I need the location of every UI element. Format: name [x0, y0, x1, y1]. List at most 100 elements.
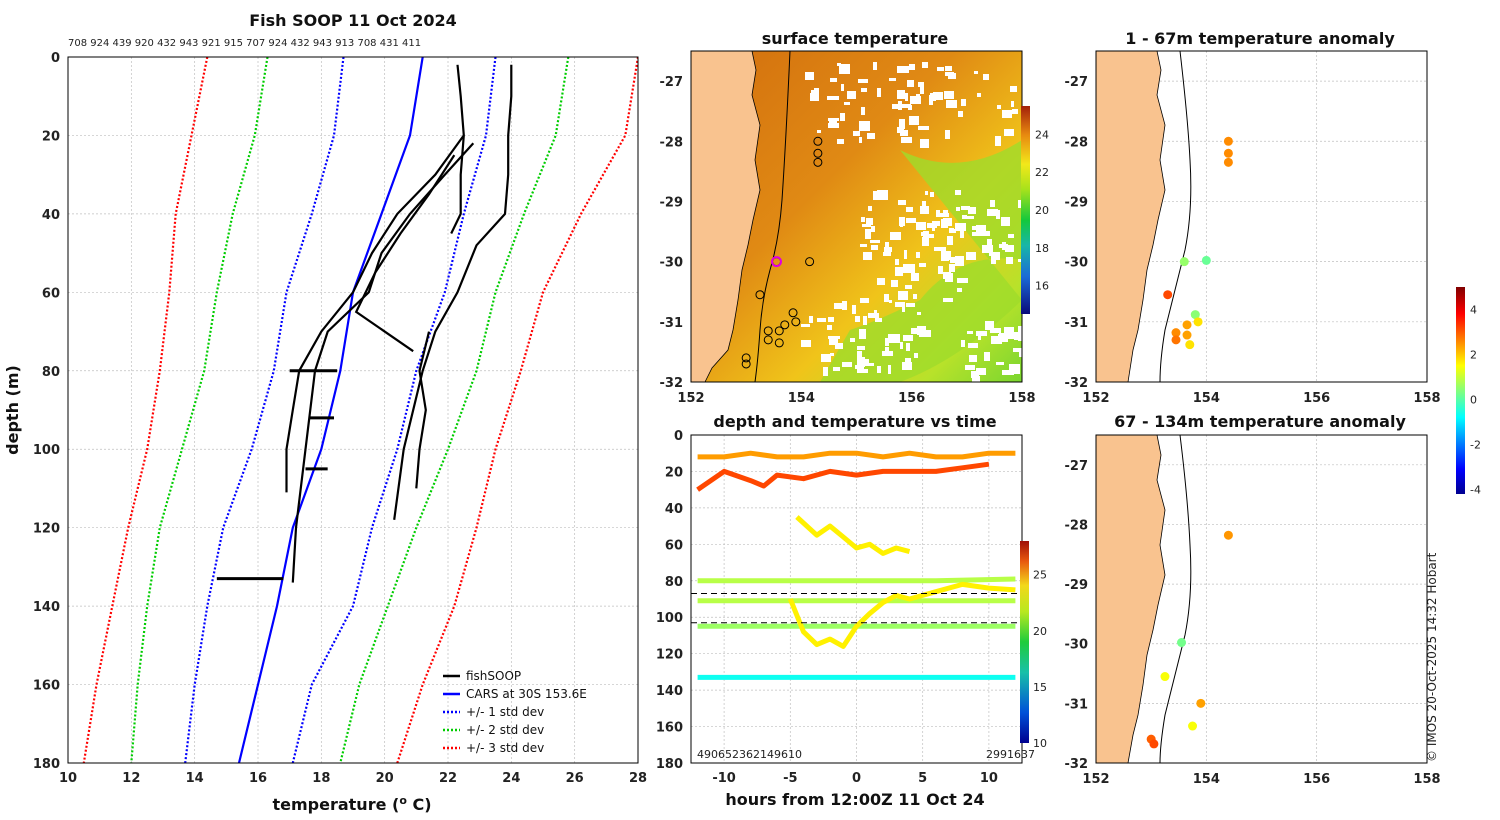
anomaly-upper-ytick-label: -31: [1065, 316, 1089, 331]
cloud-gap: [828, 336, 840, 339]
anomaly-upper-title: 1 - 67m temperature anomaly: [1125, 29, 1395, 48]
cloud-gap: [833, 367, 840, 371]
anomaly-upper-point: [1182, 320, 1192, 330]
cloud-gap: [945, 273, 953, 282]
sst-ticks: 152 154 156 158 -27 -28 -29 -30 -31 -32: [660, 75, 1036, 406]
anomaly-lower-ytick-label: -31: [1065, 697, 1089, 712]
cloud-gap: [884, 294, 889, 302]
cloud-gap: [907, 80, 914, 87]
cloud-gap: [891, 280, 898, 287]
cloud-gap: [925, 191, 928, 195]
anomaly-upper-point: [1223, 136, 1233, 146]
cloud-gap: [966, 216, 974, 219]
cloud-gap: [882, 351, 893, 356]
cloud-gap: [918, 82, 924, 87]
cloud-gap: [913, 294, 917, 299]
cloud-gap: [892, 104, 901, 109]
cloud-gap: [961, 99, 966, 106]
sst-cool-region: [820, 140, 1022, 382]
sst-xtick-label: 158: [1008, 391, 1035, 406]
anomaly-colorbar-label: -2: [1470, 439, 1481, 452]
cloud-gap: [938, 266, 943, 274]
cloud-gap: [920, 139, 929, 148]
sst-station-marker: [774, 326, 784, 336]
cloud-gap: [871, 226, 875, 232]
cloud-gap: [888, 334, 900, 343]
cloud-gap: [906, 343, 910, 351]
cloud-gap: [1010, 86, 1017, 92]
cloud-gap: [983, 74, 989, 80]
anomaly-lower-xtick-label: 156: [1303, 772, 1330, 787]
cloud-gap: [857, 369, 868, 373]
anomaly-lower-panel: 67 - 134m temperature anomaly 152 154 156 1…: [1065, 412, 1441, 787]
time-colorbar-label: 20: [1033, 625, 1047, 638]
cloud-gap: [1018, 326, 1022, 335]
cloud-gap: [801, 324, 810, 327]
anomaly-upper-xtick-label: 152: [1082, 391, 1109, 406]
profile-xtick-label: 18: [312, 771, 330, 786]
cloud-gap: [842, 301, 847, 310]
anomaly-colorbar-label: -4: [1470, 484, 1481, 497]
cloud-gap: [857, 357, 865, 367]
cloud-gap: [855, 316, 860, 322]
cloud-gap: [885, 242, 889, 248]
cloud-gap: [1018, 205, 1022, 208]
time-ytick-label: 0: [674, 429, 683, 444]
cloud-gap: [883, 252, 891, 256]
fishsoop-profile-line: [450, 64, 465, 234]
time-xtick-label: -10: [712, 771, 736, 786]
time-xtick-label: 0: [852, 771, 861, 786]
anomaly-lower-point: [1149, 739, 1159, 749]
sst-colorbar-label: 18: [1035, 242, 1049, 255]
cloud-gap: [1015, 365, 1019, 370]
climatology-line: [82, 57, 209, 763]
cloud-gap: [840, 113, 845, 121]
profile-ytick-label: 60: [42, 286, 60, 301]
anomaly-upper-ytick-label: -27: [1065, 75, 1089, 90]
cloud-gap: [900, 342, 903, 349]
profile-xtick-label: 24: [502, 771, 520, 786]
cloud-gap: [853, 131, 860, 136]
cloud-gap: [885, 338, 889, 346]
anomaly-lower-point: [1196, 698, 1206, 708]
climatology-line: [339, 57, 570, 763]
cloud-gap: [977, 93, 981, 97]
cloud-gap: [852, 305, 856, 314]
anomaly-lower-title: 67 - 134m temperature anomaly: [1114, 412, 1406, 431]
cloud-gap: [861, 217, 865, 222]
time-ytick-label: 20: [665, 465, 683, 480]
cloud-gap: [933, 92, 943, 100]
anomaly-upper-ytick-label: -32: [1065, 376, 1089, 391]
time-colorbar-ticks: 10 15 20 25: [1033, 569, 1047, 750]
profile-ytick-label: 20: [42, 129, 60, 144]
sst-colorbar-ticks: 16 18 20 22 24: [1035, 128, 1049, 292]
anomaly-upper-ticks: 152 154 156 158 -27 -28 -29 -30 -31 -32: [1065, 75, 1441, 406]
cloud-gap: [939, 213, 949, 217]
time-title: depth and temperature vs time: [713, 412, 996, 431]
cloud-gap: [934, 247, 946, 251]
anomaly-upper-xtick-label: 158: [1413, 391, 1440, 406]
cloud-gap: [1018, 259, 1022, 262]
cloud-gap: [875, 318, 882, 322]
sst-title: surface temperature: [762, 29, 949, 48]
cloud-gap: [976, 331, 987, 336]
cloud-gap: [1002, 110, 1012, 118]
cloud-gap: [949, 264, 955, 272]
anomaly-upper-point: [1201, 255, 1211, 265]
cloud-gap: [972, 232, 981, 236]
cloud-gap: [991, 336, 1002, 344]
cloud-gap: [916, 252, 920, 258]
cloud-gap: [995, 136, 1001, 146]
profile-title: Fish SOOP 11 Oct 2024: [249, 11, 457, 30]
time-colorbar: [1020, 541, 1029, 743]
cloud-gap: [902, 362, 912, 370]
anomaly-lower-ticks: 152 154 156 158 -27 -28 -29 -30 -31 -32: [1065, 459, 1441, 787]
anomaly-colorbar-label: 0: [1470, 394, 1477, 407]
cloud-gap: [870, 240, 880, 243]
anomaly-upper-xtick-label: 154: [1193, 391, 1220, 406]
cloud-gap: [955, 256, 964, 266]
profile-xlabel-sup: o: [399, 794, 407, 807]
cloud-gap: [1014, 368, 1018, 374]
sst-station-marker: [813, 157, 823, 167]
cloud-gap: [982, 245, 993, 253]
